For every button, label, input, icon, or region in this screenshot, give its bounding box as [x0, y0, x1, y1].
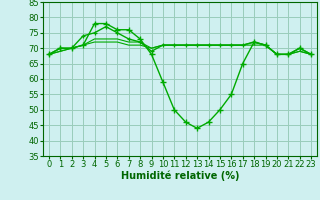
- X-axis label: Humidité relative (%): Humidité relative (%): [121, 171, 239, 181]
